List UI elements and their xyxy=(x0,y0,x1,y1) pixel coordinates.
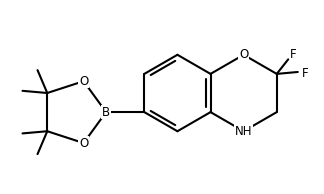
Text: B: B xyxy=(102,106,110,119)
Text: F: F xyxy=(290,48,297,61)
Text: F: F xyxy=(302,67,308,80)
Text: O: O xyxy=(239,48,248,61)
Text: O: O xyxy=(79,75,88,88)
Text: O: O xyxy=(79,137,88,150)
Text: NH: NH xyxy=(235,125,252,138)
